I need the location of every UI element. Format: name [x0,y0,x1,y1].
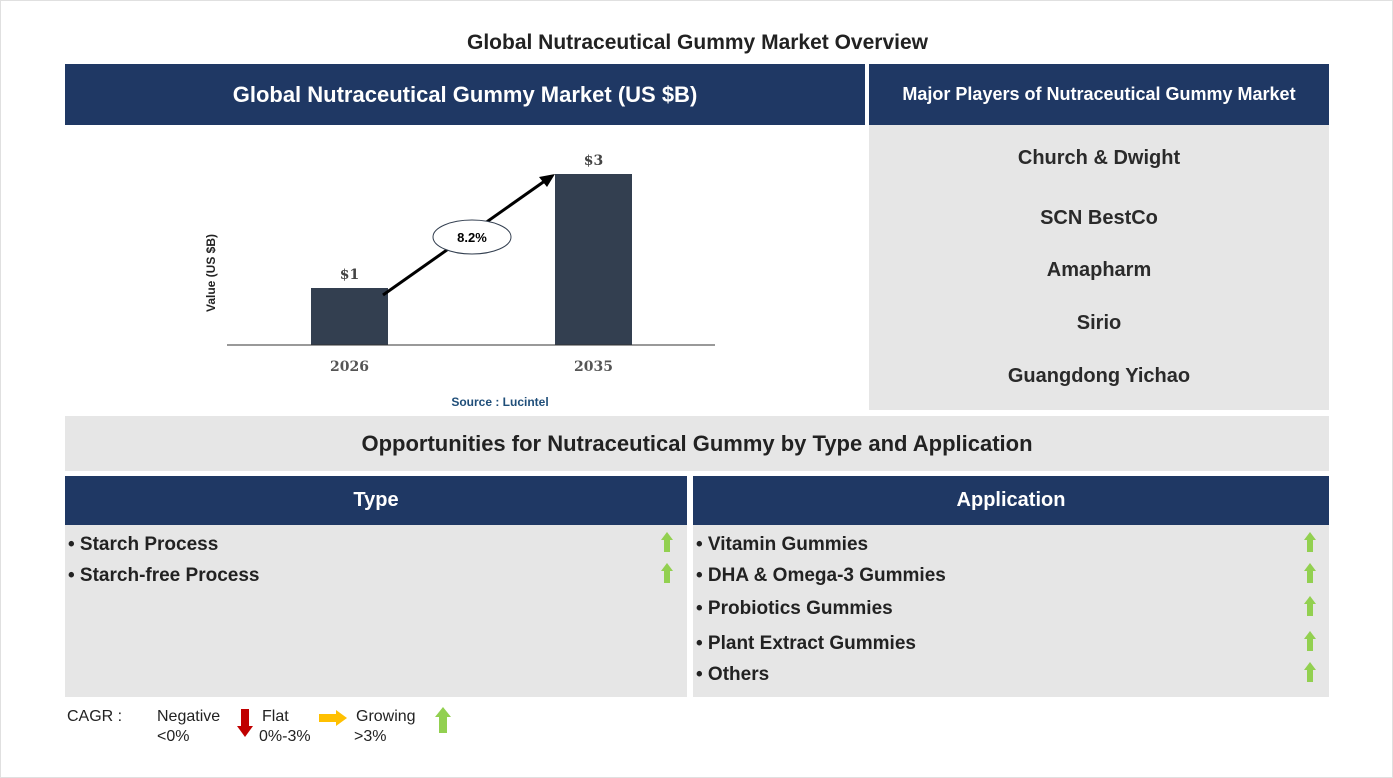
legend-negative-range: <0% [157,728,190,745]
growing-trend-icon [1304,596,1316,616]
application-item: • Probiotics Gummies [696,598,893,619]
x-tick-label: 2035 [574,359,613,375]
negative-arrow-icon [237,709,253,737]
player-item: Church & Dwight [1017,147,1181,169]
page-title: Global Nutraceutical Gummy Market Overvi… [467,31,928,54]
players-panel [869,125,1329,410]
growth-arrow-head [539,174,555,187]
player-item: Guangdong Yichao [1007,365,1191,387]
legend-growing-range: >3% [354,728,387,745]
type-item: • Starch-free Process [68,565,260,586]
legend-flat: Flat [262,708,289,725]
growing-arrow-icon [435,707,451,733]
player-item: Amapharm [1046,259,1152,281]
flat-arrow-icon [319,710,347,726]
application-item: • Plant Extract Gummies [696,633,916,654]
growing-trend-icon [1304,532,1316,552]
opportunities-title: Opportunities for Nutraceutical Gummy by… [65,416,1329,471]
growing-trend-icon [1304,662,1316,682]
type-item: • Starch Process [68,534,219,555]
type-header: Type [65,476,687,525]
player-item: SCN BestCo [1040,207,1158,229]
players-panel-header: Major Players of Nutraceutical Gummy Mar… [869,64,1329,125]
source-label: Source : Lucintel [451,395,548,409]
growing-trend-icon [1304,563,1316,583]
legend-growing: Growing [356,708,416,725]
market-chart: Value (US $B) $1 2026 $3 2035 8.2% Source :… [204,153,715,409]
market-panel-header: Global Nutraceutical Gummy Market (US $B… [65,64,865,125]
application-item: • DHA & Omega-3 Gummies [696,565,946,586]
bar-2026 [311,288,388,345]
y-axis-label: Value (US $B) [204,234,218,312]
growing-trend-icon [1304,631,1316,651]
data-label: $1 [340,267,359,283]
growing-trend-icon [661,563,673,583]
type-panel [65,525,687,697]
data-label: $3 [584,153,603,169]
growing-trend-icon [661,532,673,552]
cagr-label: 8.2% [457,230,487,245]
legend-negative: Negative [157,708,221,725]
legend-flat-range: 0%-3% [259,728,311,745]
cagr-ellipse [432,219,512,255]
x-tick-label: 2026 [330,359,369,375]
application-header: Application [693,476,1329,525]
application-item: • Others [696,664,770,685]
bar-2035 [555,174,632,345]
player-item: Sirio [1076,312,1122,334]
application-item: • Vitamin Gummies [696,534,869,555]
application-panel [693,525,1329,697]
legend-label: CAGR : [67,708,123,725]
